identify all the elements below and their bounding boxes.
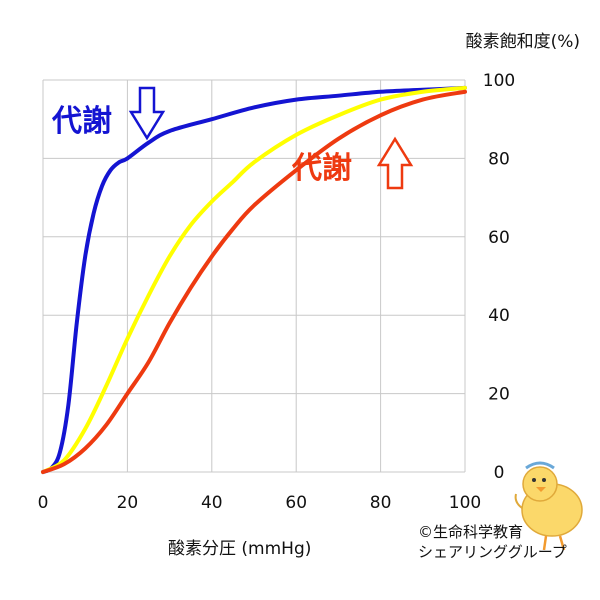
- series-line-normal: [41, 85, 467, 474]
- y-axis-label: 酸素飽和度(%): [466, 32, 580, 52]
- annotation-low-metabolism: 代謝: [51, 86, 166, 141]
- x-tick-label: 40: [201, 493, 223, 513]
- annotation-low-label: 代謝: [51, 104, 112, 139]
- y-tick-label: 20: [488, 385, 510, 405]
- x-tick-label: 0: [38, 493, 49, 513]
- y-tick-label: 100: [483, 71, 515, 91]
- y-tick-label: 60: [488, 228, 510, 248]
- arrow-up-icon: [376, 136, 414, 190]
- credit-line-2: シェアリンググループ: [418, 543, 567, 561]
- series-lines: [41, 85, 467, 474]
- y-tick-label: 0: [494, 463, 505, 483]
- x-tick-label: 80: [370, 493, 392, 513]
- copyright-credit: ©生命科学教育 シェアリンググループ: [418, 522, 567, 562]
- x-tick-label: 20: [117, 493, 139, 513]
- credit-line-1: ©生命科学教育: [418, 523, 524, 541]
- y-tick-label: 80: [488, 149, 510, 169]
- x-tick-label: 100: [449, 493, 481, 513]
- x-tick-labels: 0 20 40 60 80 100: [38, 493, 482, 513]
- chick-mascot-icon: [514, 461, 583, 551]
- x-tick-label: 60: [285, 493, 307, 513]
- annotation-high-metabolism: 代謝: [291, 136, 414, 190]
- arrow-down-icon: [128, 86, 166, 141]
- grid-lines: [42, 79, 466, 473]
- series-line-low: [41, 85, 467, 474]
- y-tick-label: 40: [488, 306, 510, 326]
- x-axis-label: 酸素分圧 (mmHg): [168, 539, 311, 559]
- y-tick-labels: 0 20 40 60 80 100: [483, 71, 515, 483]
- annotation-high-label: 代謝: [291, 151, 352, 186]
- series-line-high: [41, 89, 467, 474]
